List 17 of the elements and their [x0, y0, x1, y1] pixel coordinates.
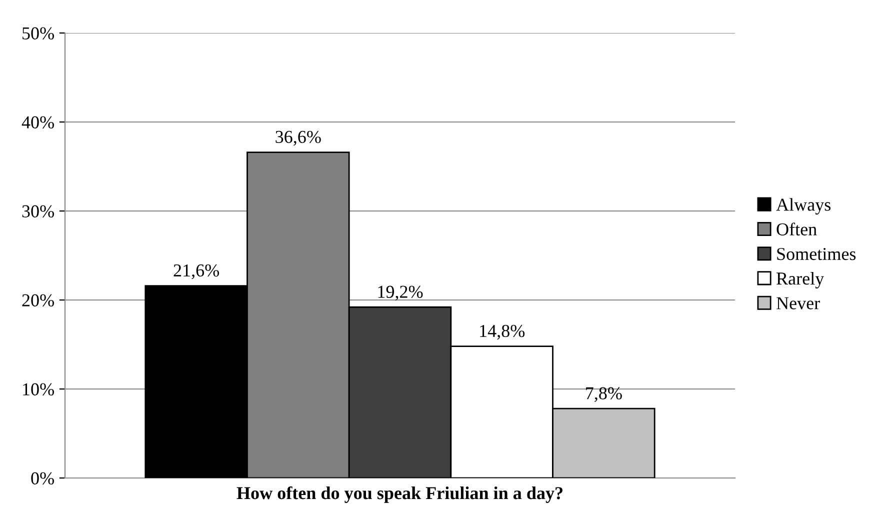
data-label: 14,8% [480, 324, 525, 340]
data-label: 36,6% [276, 130, 321, 146]
y-tick-label: 10% [23, 383, 54, 396]
data-label: 19,2% [378, 286, 423, 300]
data-label: 7,8% [586, 387, 622, 402]
legend-label: Rarely [776, 272, 824, 288]
data-label: 21,6% [174, 264, 220, 280]
legend-label: Sometimes [777, 248, 856, 260]
legend-label: Always [776, 198, 831, 215]
legend-label: Often [776, 222, 817, 236]
y-tick-label: 20% [22, 294, 54, 306]
y-tick-label: 0% [31, 472, 54, 484]
legend-label: Never [776, 297, 820, 310]
y-tick-label: 40% [22, 116, 54, 128]
x-tick-label: How often do you speak Friulian in a day? [236, 486, 562, 503]
y-tick-label: 30% [22, 205, 54, 218]
y-tick-label: 50% [22, 27, 54, 40]
